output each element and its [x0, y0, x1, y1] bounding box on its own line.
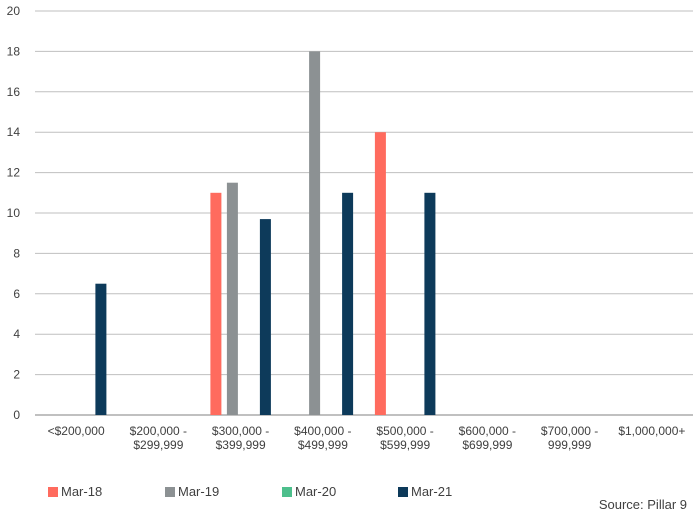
x-tick-label: $400,000 -$499,999	[294, 424, 351, 452]
bar-mar-21	[95, 283, 107, 415]
bar-mar-19	[226, 182, 238, 415]
x-tick-label: $700,000 -999,999	[541, 424, 598, 452]
legend-item: Mar-19	[165, 484, 219, 499]
y-tick-label: 14	[7, 125, 21, 139]
bar-mar-18	[210, 192, 222, 415]
y-axis-ticks: 0 2 4 6 8 10 12 14 16 18 20	[7, 4, 21, 422]
y-tick-label: 16	[7, 85, 21, 99]
y-tick-label: 2	[13, 368, 20, 382]
x-tick-label: $1,000,000+	[618, 424, 685, 438]
y-tick-label: 20	[7, 4, 21, 18]
bars	[95, 51, 436, 416]
y-tick-label: 12	[7, 166, 21, 180]
bar-mar-19	[309, 51, 321, 416]
legend-swatch	[282, 486, 292, 497]
legend-swatch	[165, 486, 175, 497]
bar-mar-18	[374, 132, 386, 415]
legend-item: Mar-18	[48, 484, 102, 499]
legend-label: Mar-18	[61, 484, 103, 499]
y-tick-label: 10	[7, 206, 21, 220]
x-tick-label: $300,000 -$399,999	[212, 424, 269, 452]
legend-label: Mar-21	[411, 484, 453, 499]
legend-swatch	[398, 486, 408, 497]
bar-mar-21	[342, 192, 354, 415]
legend-swatch	[48, 486, 58, 497]
x-axis-ticks: <$200,000 $200,000 -$299,999 $300,000 -$39…	[48, 424, 686, 452]
source-note: Source: Pillar 9	[598, 497, 687, 512]
legend-item: Mar-20	[282, 484, 336, 499]
legend-label: Mar-20	[295, 484, 337, 499]
x-tick-label: $600,000 -$699,999	[459, 424, 516, 452]
x-tick-label: $200,000 -$299,999	[130, 424, 187, 452]
bar-mar-21	[424, 192, 436, 415]
bar-chart: 0 2 4 6 8 10 12 14 16 18 20 <$200,000 $200,000 -$29…	[7, 4, 693, 452]
bar-mar-21	[259, 219, 271, 415]
legend-item: Mar-21	[398, 484, 452, 499]
y-tick-label: 8	[13, 246, 20, 260]
legend: Mar-18 Mar-19 Mar-20 Mar-21	[0, 484, 693, 502]
legend-label: Mar-19	[178, 484, 220, 499]
x-tick-label: $500,000 -$599,999	[376, 424, 433, 452]
y-tick-label: 4	[13, 327, 20, 341]
y-tick-label: 6	[13, 287, 20, 301]
x-tick-label: <$200,000	[48, 424, 105, 438]
y-tick-label: 18	[7, 44, 21, 58]
y-tick-label: 0	[13, 408, 20, 422]
gridlines	[35, 10, 693, 416]
